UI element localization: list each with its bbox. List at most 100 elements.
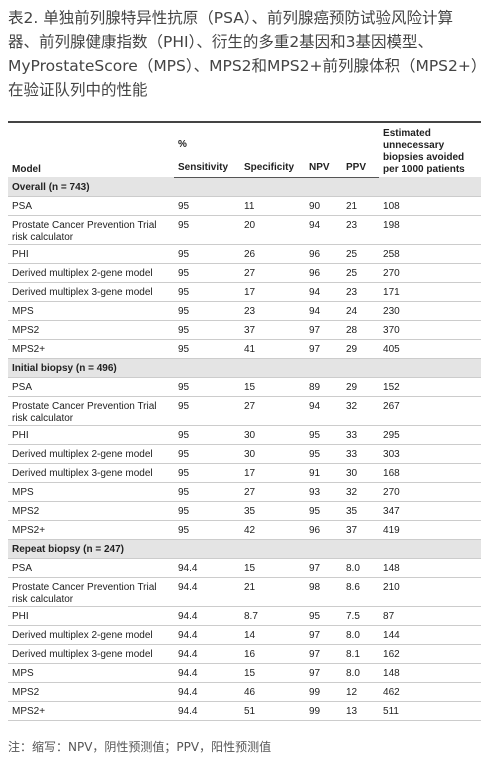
data-row: Derived multiplex 3-gene model 95 17 94 23 17… bbox=[8, 282, 482, 302]
data-row: Derived multiplex 2-gene model 94.4 14 97 8.… bbox=[8, 625, 482, 645]
data-row: PSA 94.4 15 97 8.0 148 bbox=[8, 558, 482, 578]
data-row: MPS2+ 95 42 96 37 419 bbox=[8, 520, 482, 540]
data-row: MPS2 95 37 97 28 370 bbox=[8, 320, 482, 340]
value-cell: 8.0 bbox=[342, 558, 380, 578]
value-cell: 95 bbox=[174, 196, 240, 216]
value-cell: 96 bbox=[305, 520, 342, 540]
value-cell: 20 bbox=[240, 215, 305, 245]
value-cell: 35 bbox=[342, 501, 380, 521]
model-name: PSA bbox=[8, 558, 174, 578]
value-cell: 30 bbox=[240, 444, 305, 464]
model-name: MPS bbox=[8, 301, 174, 321]
table-header: Model % Estimated unnecessary biopsies a… bbox=[8, 122, 481, 178]
value-cell: 16 bbox=[240, 644, 305, 664]
model-name: Derived multiplex 2-gene model bbox=[8, 263, 174, 283]
value-cell: 97 bbox=[305, 558, 342, 578]
value-cell: 162 bbox=[379, 644, 482, 664]
value-cell: 95 bbox=[174, 215, 240, 245]
value-cell: 95 bbox=[174, 320, 240, 340]
value-cell: 8.6 bbox=[342, 577, 380, 607]
section-label: Initial biopsy (n = 496) bbox=[8, 358, 482, 378]
value-cell: 15 bbox=[240, 377, 305, 397]
value-cell: 27 bbox=[240, 396, 305, 426]
value-cell: 95 bbox=[174, 425, 240, 445]
data-row: MPS2+ 94.4 51 99 13 511 bbox=[8, 701, 482, 721]
value-cell: 37 bbox=[342, 520, 380, 540]
data-row: Derived multiplex 3-gene model 94.4 16 97 8.… bbox=[8, 644, 482, 664]
data-row: MPS2 94.4 46 99 12 462 bbox=[8, 682, 482, 702]
value-cell: 148 bbox=[379, 558, 482, 578]
data-row: Derived multiplex 2-gene model 95 27 96 25 27… bbox=[8, 263, 482, 283]
value-cell: 13 bbox=[342, 701, 380, 721]
value-cell: 97 bbox=[305, 320, 342, 340]
value-cell: 51 bbox=[240, 701, 305, 721]
value-cell: 29 bbox=[342, 377, 380, 397]
value-cell: 144 bbox=[379, 625, 482, 645]
model-name: Prostate Cancer Prevention Trial risk ca… bbox=[8, 396, 174, 426]
model-name: PHI bbox=[8, 425, 174, 445]
value-cell: 405 bbox=[379, 339, 482, 359]
value-cell: 94.4 bbox=[174, 644, 240, 664]
value-cell: 230 bbox=[379, 301, 482, 321]
value-cell: 46 bbox=[240, 682, 305, 702]
value-cell: 21 bbox=[240, 577, 305, 607]
data-row: PHI 95 26 96 25 258 bbox=[8, 244, 482, 264]
value-cell: 7.5 bbox=[342, 606, 380, 626]
value-cell: 23 bbox=[240, 301, 305, 321]
model-name: PHI bbox=[8, 244, 174, 264]
value-cell: 91 bbox=[305, 463, 342, 483]
value-cell: 270 bbox=[379, 482, 482, 502]
value-cell: 95 bbox=[305, 606, 342, 626]
section-label: Overall (n = 743) bbox=[8, 177, 482, 197]
model-name: PSA bbox=[8, 377, 174, 397]
value-cell: 462 bbox=[379, 682, 482, 702]
header-row: Sensitivity Specificity NPV PPV bbox=[8, 152, 481, 178]
value-cell: 14 bbox=[240, 625, 305, 645]
model-name: MPS2 bbox=[8, 320, 174, 340]
value-cell: 94 bbox=[305, 282, 342, 302]
value-cell: 99 bbox=[305, 701, 342, 721]
value-cell: 11 bbox=[240, 196, 305, 216]
value-cell: 94.4 bbox=[174, 558, 240, 578]
section-label: Repeat biopsy (n = 247) bbox=[8, 539, 482, 559]
value-cell: 94.4 bbox=[174, 701, 240, 721]
value-cell: 95 bbox=[305, 501, 342, 521]
data-row: Prostate Cancer Prevention Trial risk ca… bbox=[8, 396, 482, 426]
value-cell: 96 bbox=[305, 244, 342, 264]
value-cell: 32 bbox=[342, 396, 380, 426]
data-row: MPS 95 23 94 24 230 bbox=[8, 301, 482, 321]
value-cell: 94 bbox=[305, 396, 342, 426]
value-cell: 42 bbox=[240, 520, 305, 540]
value-cell: 94.4 bbox=[174, 625, 240, 645]
model-name: Derived multiplex 3-gene model bbox=[8, 463, 174, 483]
group-header: % bbox=[178, 139, 187, 151]
value-cell: 97 bbox=[305, 644, 342, 664]
value-cell: 370 bbox=[379, 320, 482, 340]
value-cell: 15 bbox=[240, 558, 305, 578]
value-cell: 152 bbox=[379, 377, 482, 397]
value-cell: 12 bbox=[342, 682, 380, 702]
model-name: MPS2+ bbox=[8, 339, 174, 359]
value-cell: 8.7 bbox=[240, 606, 305, 626]
value-cell: 15 bbox=[240, 663, 305, 683]
value-cell: 32 bbox=[342, 482, 380, 502]
value-cell: 96 bbox=[305, 263, 342, 283]
results-table: Model % Estimated unnecessary biopsies a… bbox=[8, 121, 482, 721]
value-cell: 97 bbox=[305, 339, 342, 359]
data-row: PHI 95 30 95 33 295 bbox=[8, 425, 482, 445]
model-name: Derived multiplex 3-gene model bbox=[8, 644, 174, 664]
value-cell: 303 bbox=[379, 444, 482, 464]
header-row: Model % Estimated unnecessary biopsies a… bbox=[8, 122, 481, 175]
value-cell: 33 bbox=[342, 425, 380, 445]
value-cell: 108 bbox=[379, 196, 482, 216]
value-cell: 99 bbox=[305, 682, 342, 702]
table-title: 表2. 单独前列腺特异性抗原（PSA）、前列腺癌预防试验风险计算器、前列腺健康指… bbox=[8, 9, 479, 99]
section-row: Overall (n = 743) bbox=[8, 177, 482, 197]
value-cell: 95 bbox=[174, 501, 240, 521]
footnote: 注：缩写：NPV，阴性预测值；PPV，阳性预测值 bbox=[8, 740, 272, 754]
value-cell: 97 bbox=[305, 663, 342, 683]
value-cell: 8.0 bbox=[342, 625, 380, 645]
value-cell: 27 bbox=[240, 482, 305, 502]
value-cell: 95 bbox=[305, 425, 342, 445]
